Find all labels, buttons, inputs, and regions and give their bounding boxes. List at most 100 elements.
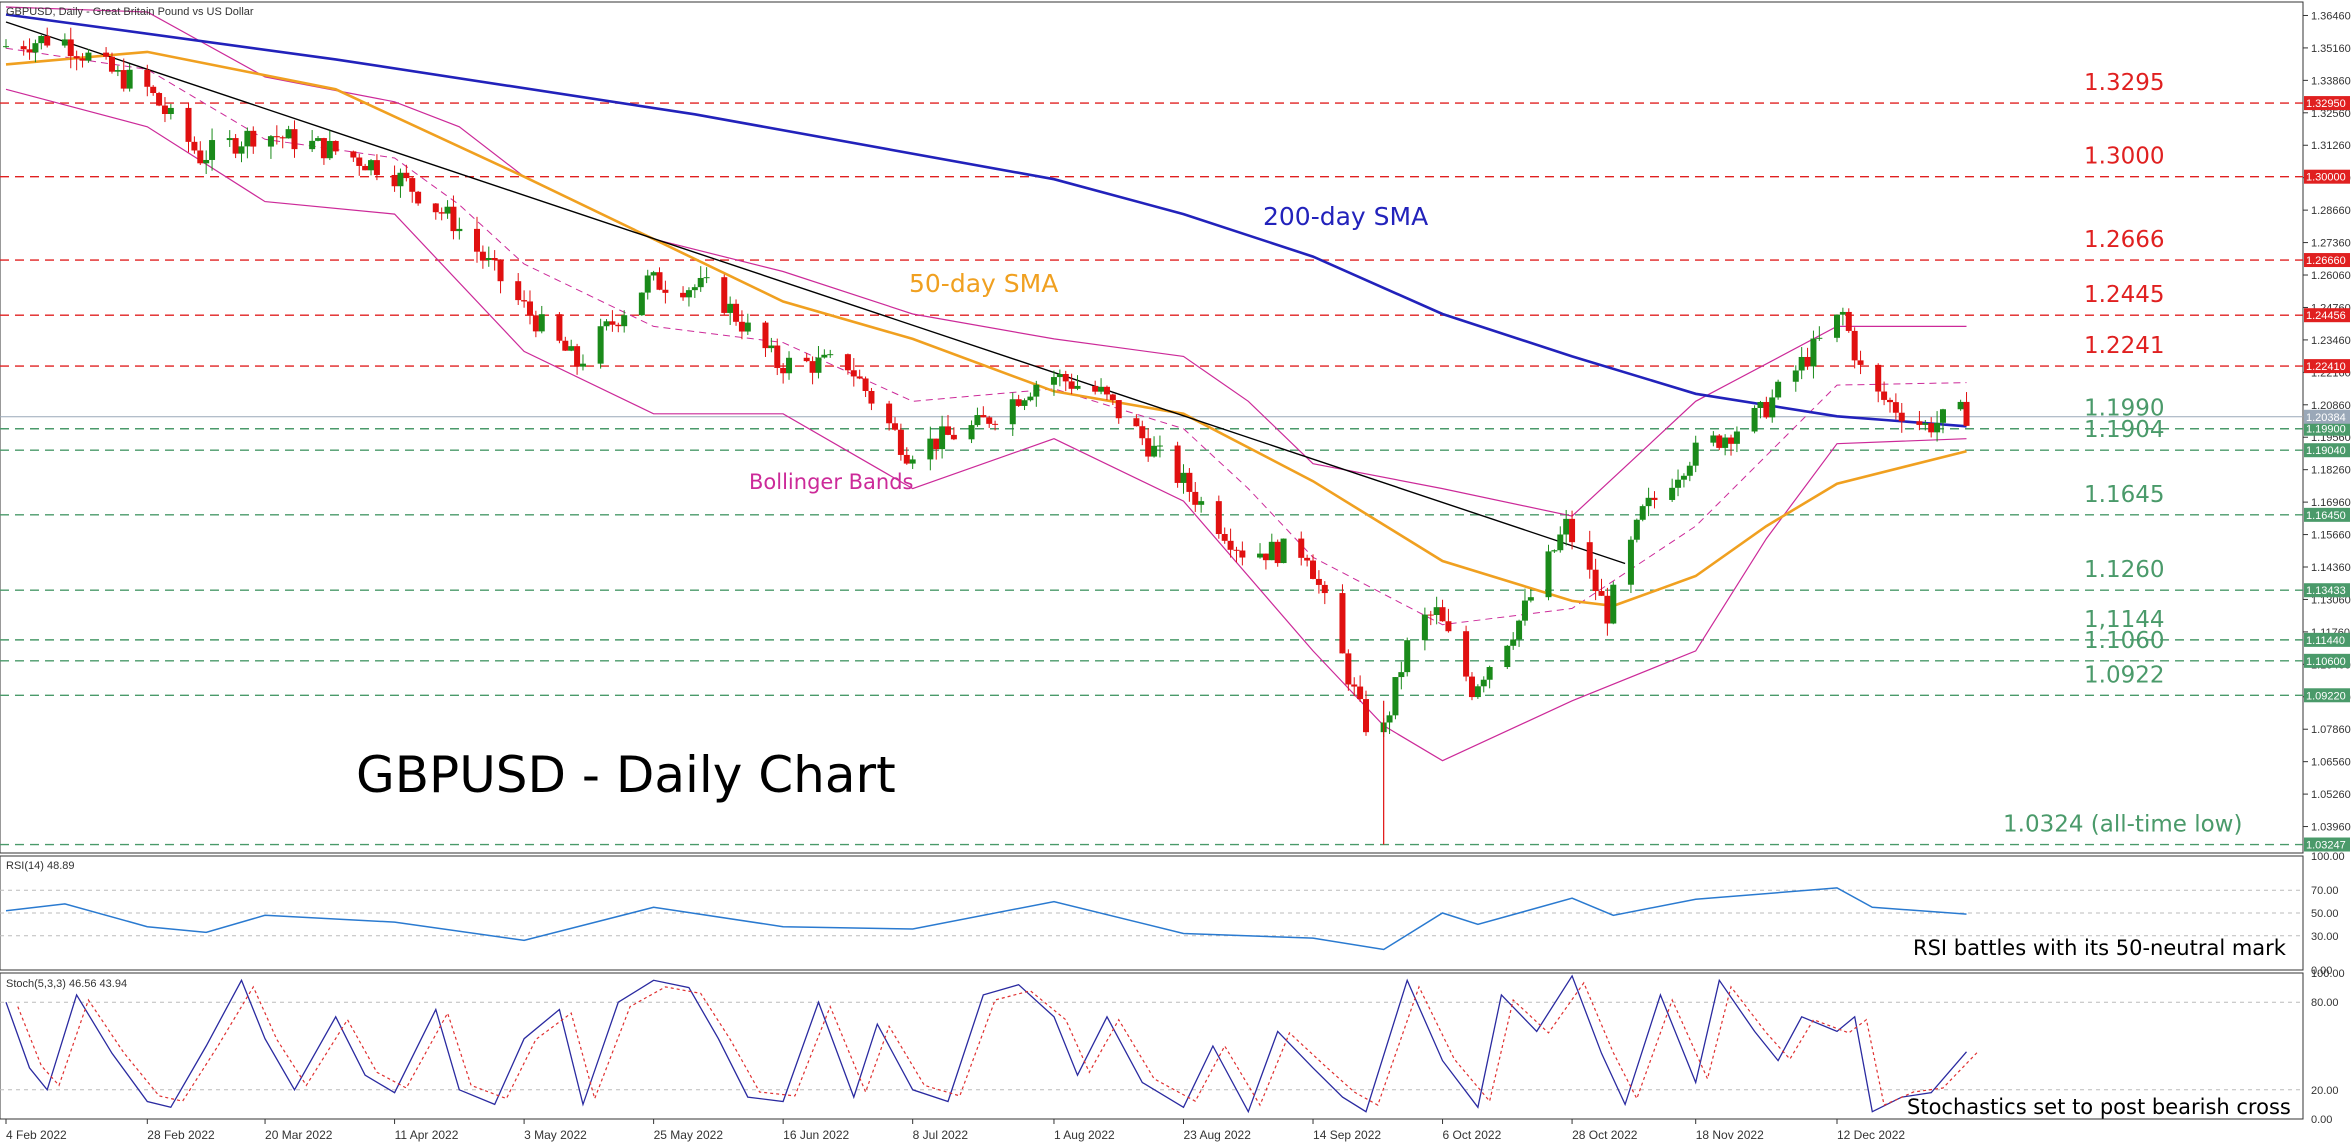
candle [1569,510,1576,550]
level-price-tag-text: 1.26660 [2306,255,2346,267]
candle [1445,608,1452,633]
level-label: 1.2241 [2084,333,2164,359]
candle [279,135,286,149]
candle [1109,393,1116,406]
level-label: 1.0324 (all-time low) [2003,812,2242,838]
candle [1056,369,1063,387]
sma200-line [5,13,1967,428]
symbol-title: GBPUSD, Daily - Great Britain Pound vs U… [6,6,254,18]
candle [856,369,863,380]
candle [1875,363,1882,403]
candle [903,447,910,465]
bollinger-upper-band [5,6,1967,517]
candle [1810,330,1817,379]
candle [1033,380,1040,407]
candle [1669,478,1676,502]
candle [1751,405,1758,434]
candle [1062,370,1069,392]
candle [685,287,692,307]
candle [1351,677,1358,697]
level-price-tag-text: 1.13433 [2306,585,2346,597]
current-price-tag-text: 1.20384 [2306,412,2346,424]
candle [67,27,74,69]
level-price-tag [2304,632,2350,647]
candle [1363,690,1370,736]
rsi-tick-label: 50.00 [2311,908,2339,920]
candle [273,125,280,145]
candle [1268,533,1275,561]
candle [1439,599,1446,622]
candle [1315,570,1322,594]
level-price-tag [2304,688,2350,703]
level-price-tag [2304,653,2350,668]
price-tick-label: 1.14360 [2311,562,2351,574]
date-tick-label: 18 Nov 2022 [1696,1128,1764,1142]
bollinger-middle-band [5,47,1967,626]
date-tick-label: 16 Jun 2022 [783,1128,849,1142]
level-price-tag [2304,443,2350,458]
candle [332,140,339,155]
candle [1692,435,1699,473]
price-tick-label: 1.36460 [2311,10,2351,22]
candle [762,320,769,357]
candle [209,128,216,171]
candle [697,266,704,292]
level-label: 1.0922 [2084,662,2164,688]
candle [1262,553,1269,570]
candle [821,349,828,359]
candle [703,267,710,284]
candle [733,299,740,326]
candle [1092,380,1099,395]
level-price-tag [2304,308,2350,323]
candle [1304,554,1311,567]
price-tick-label: 1.28660 [2311,205,2351,217]
rsi-annotation: RSI battles with its 50-neutral mark [1913,936,2287,960]
price-tick-label: 1.13060 [2311,594,2351,606]
candle [950,427,957,441]
candle [391,165,398,192]
candle [1922,420,1929,431]
candle [603,319,610,331]
candle [238,141,245,163]
stoch-tick-label: 80.00 [2311,997,2339,1009]
candle [721,274,728,315]
candle [309,130,316,152]
candle [1775,379,1782,400]
candle [1074,375,1081,391]
candle [368,159,375,176]
candle [432,203,439,220]
candle [1068,373,1075,395]
candle [1321,581,1328,605]
candle [579,354,586,371]
level-price-tag-text: 1.10600 [2306,656,2346,668]
candle [103,47,110,60]
candle [79,53,86,68]
candle [1733,426,1740,453]
level-price-tag-text: 1.03247 [2306,840,2346,852]
candle [515,273,522,305]
level-label: 1.1904 [2084,417,2164,443]
price-tick-label: 1.07860 [2311,724,2351,736]
candle [20,40,27,56]
candle [1769,389,1776,423]
candle [1239,541,1246,566]
price-tick-label: 1.05260 [2311,789,2351,801]
candle [656,267,663,291]
candle [909,455,916,469]
candle [144,64,151,97]
level-label: 1,1144 [2084,607,2164,633]
candle [1421,607,1428,651]
level-price-tag [2304,583,2350,598]
price-tick-label: 1.23460 [2311,335,2351,347]
level-label: 1.1645 [2084,482,2164,508]
candle [1227,528,1234,558]
date-tick-label: 20 Mar 2022 [265,1128,333,1142]
level-price-tag-text: 1.19040 [2306,445,2346,457]
candle [1722,434,1729,456]
candle [1098,378,1105,395]
price-panel-frame [0,1,2304,854]
candle [680,286,687,301]
bollinger-annotation: Bollinger Bands [749,470,913,494]
candle [968,420,975,444]
candle [1298,531,1305,566]
